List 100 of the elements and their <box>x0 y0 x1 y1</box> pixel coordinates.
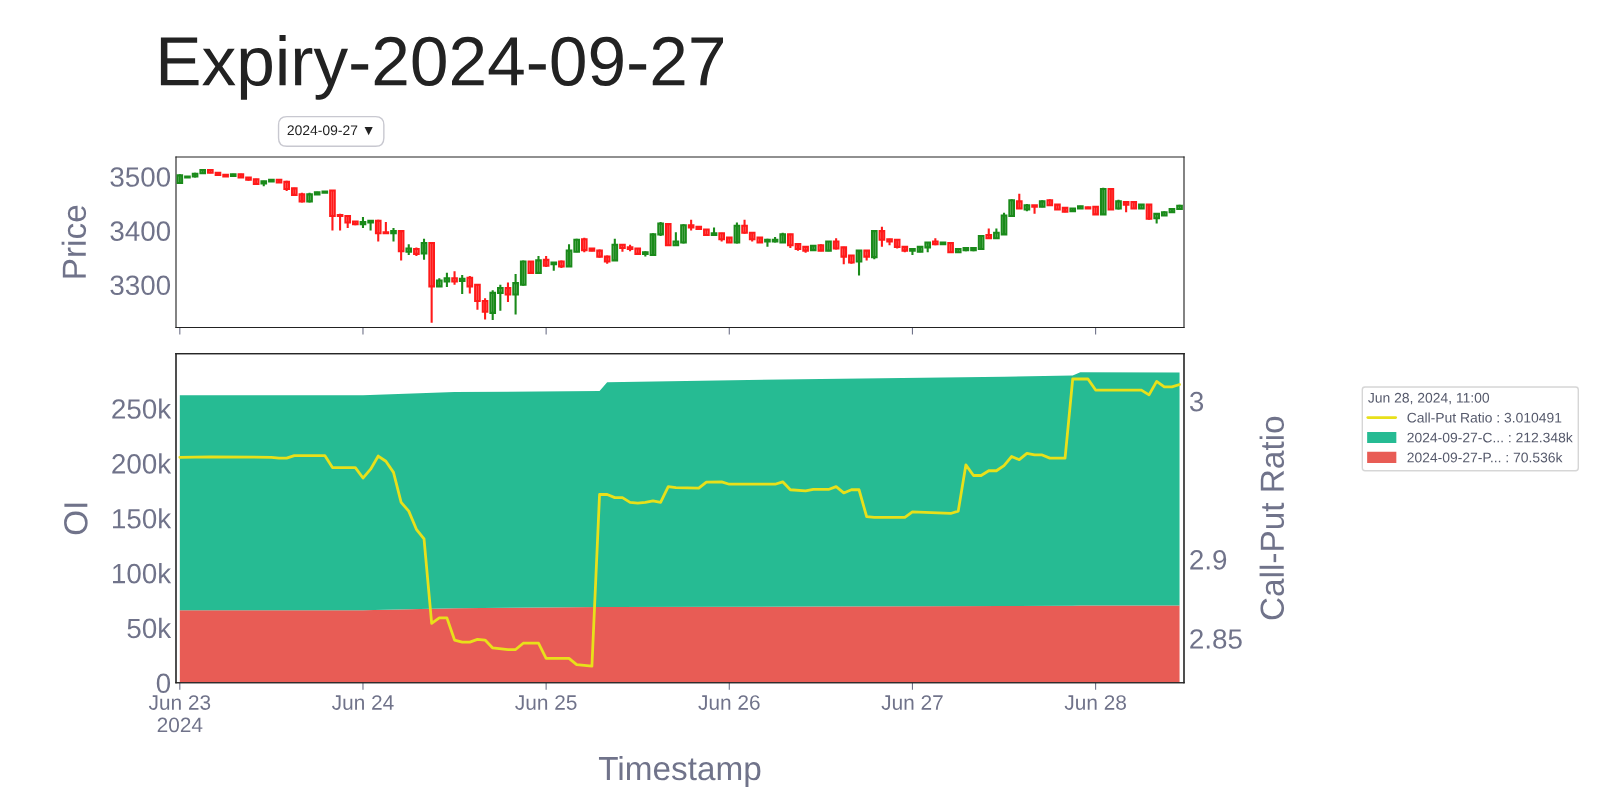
candlestick <box>191 171 199 179</box>
candlestick <box>1008 198 1015 219</box>
legend-title: Jun 28, 2024, 11:00 <box>1368 392 1490 405</box>
candlestick <box>252 177 260 186</box>
candlestick <box>260 179 268 188</box>
candlestick <box>306 191 313 204</box>
candlestick <box>527 259 535 275</box>
candlestick <box>695 225 703 231</box>
candlestick <box>489 289 497 321</box>
candlestick <box>649 232 657 258</box>
candlestick <box>993 227 1000 240</box>
candlestick <box>1054 203 1061 212</box>
candlestick <box>1168 206 1176 214</box>
candlestick <box>687 218 695 232</box>
candlestick <box>558 259 565 270</box>
candlestick <box>619 243 626 253</box>
candlestick <box>870 229 878 261</box>
y-tick-label: 150k <box>113 508 172 529</box>
candlestick <box>1138 203 1145 211</box>
candlestick <box>367 219 374 232</box>
x-axis-title: Timestamp <box>598 755 761 787</box>
candlestick <box>458 273 466 295</box>
x-tick-label: Jun 28 <box>1064 695 1126 710</box>
candlestick <box>413 246 420 258</box>
candlestick <box>405 243 413 257</box>
candlestick <box>779 231 787 245</box>
y2-tick-label: 2.85 <box>1190 629 1242 649</box>
candlestick <box>1000 211 1008 236</box>
y-tick-label: 0 <box>156 673 171 694</box>
candlestick <box>878 225 886 248</box>
candlestick <box>1023 203 1031 213</box>
candlestick <box>863 249 870 262</box>
candlestick <box>748 231 756 243</box>
candlestick <box>664 222 672 247</box>
candlestick <box>512 272 519 316</box>
candlestick <box>603 254 611 265</box>
y-axis-title: OI <box>64 503 88 535</box>
candlestick <box>1122 200 1130 214</box>
candlestick <box>374 218 382 243</box>
candlestick <box>344 214 352 229</box>
candlestick <box>199 168 207 175</box>
candlestick <box>382 220 390 235</box>
candlestick <box>176 173 184 186</box>
candlestick <box>1061 206 1069 214</box>
candlestick <box>634 246 642 257</box>
y-axis-title: Price <box>61 205 87 278</box>
candlestick <box>1031 204 1038 215</box>
candlestick <box>832 237 840 251</box>
candlestick <box>298 191 306 204</box>
candlestick <box>290 186 298 198</box>
candlestick <box>985 227 993 240</box>
x-tick-label: Jun 26 <box>698 695 760 710</box>
candlestick <box>817 243 825 253</box>
candlestick <box>680 223 687 245</box>
candlestick <box>1107 187 1115 212</box>
y-tick-label: 100k <box>113 563 172 584</box>
y2-tick-label: 3 <box>1189 391 1204 412</box>
candlestick <box>359 216 367 229</box>
candlestick <box>741 218 748 235</box>
y-tick-label: 200k <box>112 453 172 474</box>
candlestick <box>550 260 558 272</box>
candlestick <box>932 237 939 247</box>
candlestick <box>481 297 489 321</box>
candlestick <box>642 250 649 258</box>
candlestick <box>794 242 802 252</box>
candlestick <box>909 247 916 257</box>
candlestick <box>771 236 779 244</box>
candlestick <box>947 241 954 254</box>
candlestick <box>825 239 832 253</box>
candlestick <box>497 283 504 312</box>
y2-axis-title: Call-Put Ratio <box>1259 416 1285 620</box>
y-tick-label: 3500 <box>110 167 171 187</box>
x-tick-label: Jun 24 <box>332 695 394 710</box>
candlestick <box>916 245 924 254</box>
x-tick-label: Jun 27 <box>881 695 943 710</box>
candlestick <box>474 283 481 311</box>
candlestick <box>954 247 962 254</box>
candlestick <box>764 237 771 248</box>
candlestick <box>451 270 458 286</box>
text: 2024-09-27 ▼ <box>287 125 373 136</box>
candlestick <box>542 255 550 268</box>
candlestick <box>672 231 680 247</box>
candlestick <box>1046 198 1054 207</box>
candlestick <box>1069 206 1077 213</box>
candlestick <box>611 237 619 262</box>
line-series <box>178 377 1181 668</box>
candlestick <box>336 212 344 232</box>
candlestick <box>893 238 901 250</box>
candlestick <box>1145 203 1153 221</box>
candlestick <box>504 281 512 304</box>
candlestick <box>596 248 603 259</box>
candlestick <box>1160 210 1168 218</box>
candlestick <box>466 275 474 295</box>
candlestick <box>848 253 855 265</box>
legend-label: 2024-09-27-C... : 212.348k <box>1407 432 1573 443</box>
y-tick-label: 50k <box>127 617 172 639</box>
y2-tick-label: 2.9 <box>1190 550 1227 570</box>
candlestick <box>756 236 764 245</box>
candlestick <box>840 245 848 266</box>
candlestick <box>977 233 985 251</box>
